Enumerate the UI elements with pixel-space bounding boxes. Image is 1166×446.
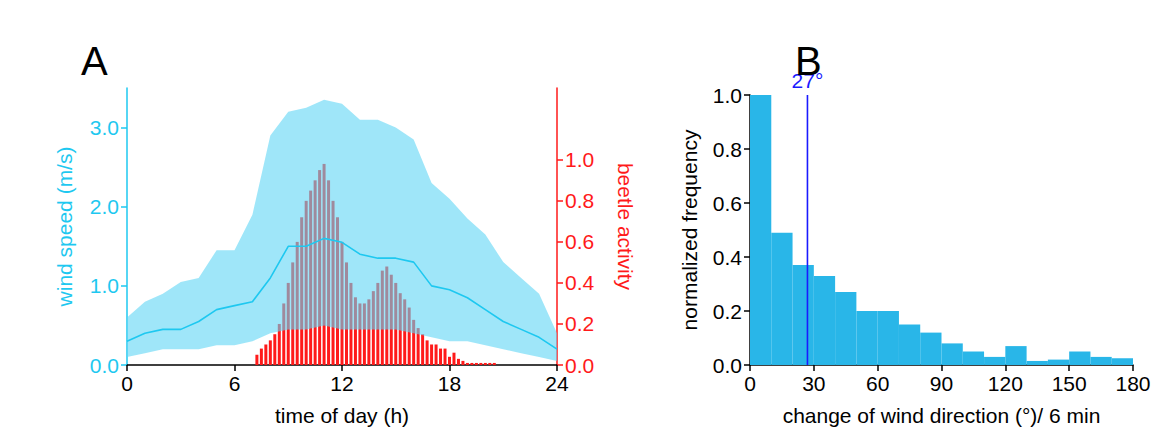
- svg-text:180: 180: [1115, 372, 1150, 395]
- svg-text:time of day (h): time of day (h): [275, 404, 409, 427]
- svg-text:0.8: 0.8: [565, 189, 594, 212]
- svg-text:wind speed (m/s): wind speed (m/s): [53, 147, 76, 308]
- svg-text:3.0: 3.0: [90, 116, 119, 139]
- svg-text:0.2: 0.2: [713, 300, 742, 323]
- svg-text:2.0: 2.0: [90, 195, 119, 218]
- svg-text:B: B: [795, 39, 822, 83]
- svg-text:24: 24: [545, 372, 569, 395]
- svg-text:150: 150: [1052, 372, 1087, 395]
- svg-text:30: 30: [802, 372, 825, 395]
- svg-text:1.0: 1.0: [565, 148, 594, 171]
- svg-text:beetle activity: beetle activity: [614, 163, 637, 291]
- svg-text:90: 90: [930, 372, 953, 395]
- svg-text:0: 0: [121, 372, 133, 395]
- svg-text:1.0: 1.0: [713, 84, 742, 107]
- svg-text:1.0: 1.0: [90, 274, 119, 297]
- svg-text:6: 6: [229, 372, 241, 395]
- svg-text:0.0: 0.0: [565, 354, 594, 377]
- svg-text:12: 12: [330, 372, 353, 395]
- svg-text:120: 120: [988, 372, 1023, 395]
- svg-text:A: A: [81, 39, 108, 83]
- svg-text:change of wind direction (°)/: change of wind direction (°)/ 6 min: [783, 404, 1101, 427]
- svg-text:0.0: 0.0: [713, 354, 742, 377]
- svg-text:0.0: 0.0: [90, 354, 119, 377]
- svg-text:0.2: 0.2: [565, 312, 594, 335]
- svg-text:0: 0: [744, 372, 756, 395]
- svg-text:0.6: 0.6: [713, 192, 742, 215]
- svg-text:60: 60: [866, 372, 889, 395]
- svg-text:0.8: 0.8: [713, 138, 742, 161]
- svg-text:18: 18: [438, 372, 461, 395]
- svg-text:0.6: 0.6: [565, 230, 594, 253]
- svg-text:0.4: 0.4: [713, 246, 743, 269]
- svg-text:0.4: 0.4: [565, 271, 595, 294]
- svg-text:normalized frequency: normalized frequency: [678, 129, 701, 330]
